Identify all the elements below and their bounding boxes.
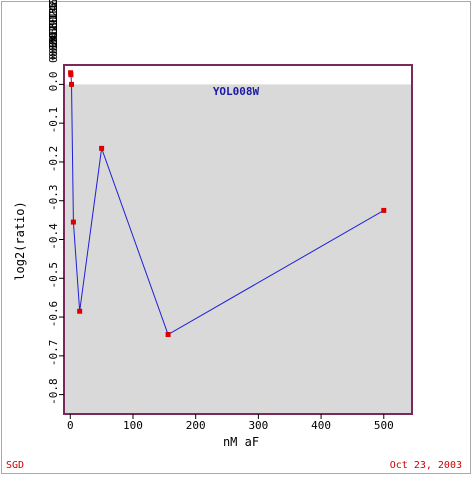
y-tick-label-overflow: 1.1: [47, 14, 60, 34]
y-tick-label: 0.0: [47, 71, 60, 91]
y-tick-label-overflow: 0.1: [47, 43, 60, 63]
y-axis-label: log2(ratio): [13, 201, 27, 280]
x-tick-label: 400: [311, 419, 331, 432]
y-tick-label: -0.2: [47, 146, 60, 173]
y-tick-label: -0.7: [47, 340, 60, 367]
y-tick-label-overflow: 0.7: [47, 25, 60, 45]
y-tick-label: -0.4: [47, 223, 60, 250]
y-tick-label-overflow: 1.5: [47, 2, 60, 22]
y-tick-label-overflow: 0.6: [47, 28, 60, 48]
footer-source: SGD: [6, 460, 25, 471]
y-tick-label: -0.8: [47, 378, 60, 405]
y-tick-label-overflow: 2.0: [47, 0, 60, 7]
footer-date: Oct 23, 2003: [389, 460, 462, 471]
data-point: [68, 72, 74, 78]
y-tick-label-overflow: 0.9: [47, 20, 60, 40]
x-tick-layer: 0 100 200 300 400 500: [67, 414, 394, 432]
y-tick-label-overflow: 1.8: [47, 0, 60, 13]
y-tick-label: -0.5: [47, 262, 60, 289]
y-tick-layer: -0.8-0.7-0.6-0.5-0.4-0.3-0.2-0.10.00.10.…: [47, 0, 64, 405]
y-tick-label-overflow: 0.5: [47, 31, 60, 51]
y-tick-label-overflow: 1.6: [47, 0, 60, 19]
shaded-band: [64, 84, 412, 414]
x-tick-label: 200: [186, 419, 206, 432]
x-tick-label: 500: [374, 419, 394, 432]
data-point: [70, 219, 76, 225]
data-point: [381, 207, 387, 213]
y-tick-label-overflow: 1.4: [47, 4, 60, 24]
y-tick-label-overflow: 0.8: [47, 22, 60, 42]
y-tick-label: -0.1: [47, 107, 60, 133]
y-tick-label: -0.6: [47, 301, 60, 328]
data-point: [165, 332, 171, 338]
x-tick-label: 0: [67, 419, 74, 432]
y-tick-label-overflow: 0.4: [47, 34, 60, 54]
series-layer: [68, 70, 387, 338]
data-point: [69, 81, 75, 87]
y-tick-label-overflow: 1.3: [47, 8, 60, 28]
data-point: [99, 145, 105, 151]
x-axis-label: nM aF: [223, 435, 259, 449]
chart-title: YOL008W: [213, 85, 260, 98]
x-tick-label: 100: [123, 419, 143, 432]
y-tick-label-overflow: 1.9: [47, 0, 60, 10]
data-point: [77, 308, 83, 314]
shaded-band-layer: [64, 84, 412, 414]
y-tick-label: -0.3: [47, 184, 60, 211]
y-tick-label-overflow: 1.2: [47, 11, 60, 31]
y-tick-label-overflow: 1.0: [47, 17, 60, 37]
y-tick-label-overflow: 0.2: [47, 40, 60, 60]
y-tick-label-overflow: 1.7: [47, 0, 60, 16]
y-tick-label-overflow: 0.3: [47, 37, 60, 57]
x-tick-label: 300: [248, 419, 268, 432]
